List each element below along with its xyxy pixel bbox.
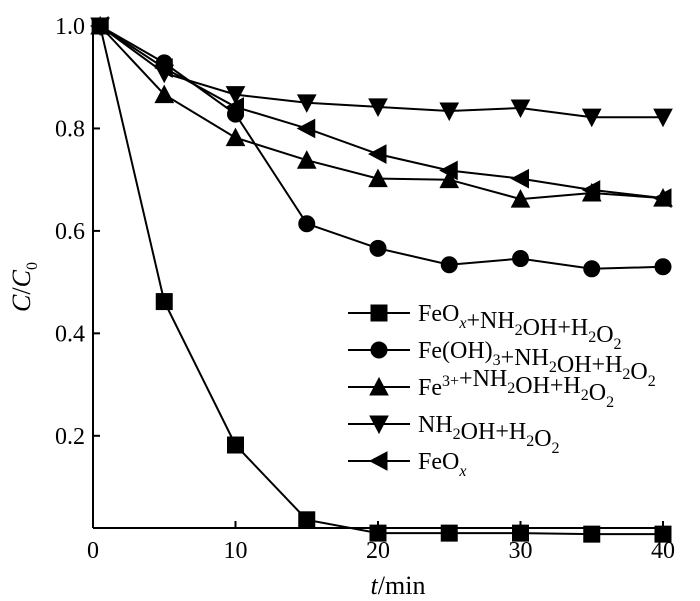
legend-entry-4: NH2OH+H2O2 bbox=[348, 412, 560, 457]
y-tick-label: 0.6 bbox=[55, 219, 85, 245]
legend: FeOx+NH2OH+H2O2Fe(OH)3+NH2OH+H2O2Fe3++NH… bbox=[348, 301, 656, 480]
data-point bbox=[296, 150, 317, 169]
x-tick-label: 0 bbox=[87, 538, 99, 564]
data-point bbox=[439, 160, 458, 181]
legend-marker bbox=[370, 341, 388, 359]
x-tick-label: 20 bbox=[366, 538, 390, 564]
data-point bbox=[155, 293, 173, 311]
series-line bbox=[99, 25, 664, 201]
legend-marker bbox=[370, 304, 388, 322]
legend-label: Fe(OH)3+NH2OH+H2O2 bbox=[418, 338, 656, 390]
legend-entry-5: FeOx bbox=[348, 449, 466, 480]
y-tick-label: 0.8 bbox=[55, 116, 85, 142]
y-tick-label: 0.2 bbox=[55, 424, 85, 450]
data-point bbox=[367, 144, 387, 164]
y-tick-label: 0.4 bbox=[55, 321, 85, 347]
data-point bbox=[654, 525, 672, 543]
legend-entry-2: Fe(OH)3+NH2OH+H2O2 bbox=[348, 338, 656, 390]
legend-entry-3: Fe3++NH2OH+H2O2 bbox=[348, 366, 614, 411]
legend-label: FeOx+NH2OH+H2O2 bbox=[418, 301, 622, 353]
data-point bbox=[296, 118, 316, 139]
data-point bbox=[439, 102, 460, 122]
data-point bbox=[583, 260, 601, 278]
data-point bbox=[581, 180, 601, 200]
data-point bbox=[368, 168, 388, 188]
data-point bbox=[369, 524, 387, 542]
data-point bbox=[154, 84, 175, 104]
x-axis-title: t/min bbox=[371, 571, 426, 600]
data-point bbox=[510, 99, 531, 119]
series-group bbox=[90, 15, 673, 543]
legend-label: FeOx bbox=[418, 449, 466, 480]
legend-marker bbox=[369, 415, 389, 435]
data-point bbox=[154, 58, 173, 78]
data-point bbox=[440, 256, 458, 274]
data-point bbox=[652, 188, 672, 208]
y-tick-label: 1.0 bbox=[55, 14, 85, 40]
data-point bbox=[296, 94, 317, 113]
data-point bbox=[439, 169, 460, 189]
legend-marker bbox=[369, 376, 389, 396]
x-tick-label: 10 bbox=[224, 538, 248, 564]
data-point bbox=[90, 16, 109, 36]
axis-ticks: 0 10 20 30 400.20.40.60.81.0 bbox=[55, 14, 675, 564]
data-point bbox=[512, 250, 529, 268]
x-tick-label: 30 bbox=[509, 538, 533, 564]
plot-frame bbox=[92, 22, 667, 529]
y-axis-title: C/C0 bbox=[7, 262, 41, 312]
data-point bbox=[298, 215, 316, 233]
axis-titles: t/min C/C0 bbox=[7, 262, 425, 600]
data-point bbox=[440, 524, 458, 542]
data-point bbox=[298, 511, 316, 529]
data-point bbox=[510, 168, 529, 189]
data-point bbox=[512, 524, 529, 542]
legend-entry-1: FeOx+NH2OH+H2O2 bbox=[348, 301, 622, 353]
data-point bbox=[653, 108, 673, 128]
legend-label: Fe3++NH2OH+H2O2 bbox=[418, 366, 614, 411]
data-point bbox=[225, 86, 246, 105]
data-point bbox=[368, 98, 388, 118]
legend-label: NH2OH+H2O2 bbox=[418, 412, 560, 457]
data-point bbox=[369, 239, 387, 257]
data-point bbox=[227, 436, 244, 454]
legend-marker bbox=[368, 451, 388, 471]
series-5 bbox=[90, 16, 672, 208]
data-point bbox=[583, 525, 601, 543]
data-point bbox=[510, 189, 531, 208]
data-point bbox=[225, 127, 246, 147]
series-line bbox=[99, 25, 664, 200]
data-point bbox=[654, 258, 672, 276]
data-point bbox=[225, 97, 244, 117]
data-point bbox=[581, 108, 602, 128]
